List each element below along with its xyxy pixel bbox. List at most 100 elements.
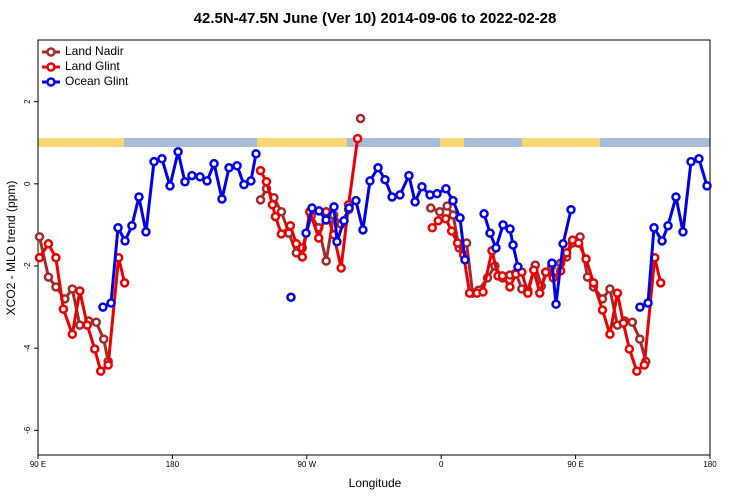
plot-frame <box>37 39 711 456</box>
data-point <box>261 177 272 187</box>
data-point <box>395 190 405 200</box>
data-point <box>671 192 681 202</box>
data-point <box>588 278 599 288</box>
data-point <box>224 163 234 173</box>
land-band <box>522 138 600 147</box>
data-point <box>180 177 190 187</box>
data-point <box>351 195 361 206</box>
data-point <box>276 207 287 217</box>
data-point <box>686 156 696 167</box>
land-band <box>257 138 347 147</box>
data-point <box>635 334 645 344</box>
data-point <box>380 174 390 185</box>
data-point <box>127 220 137 231</box>
data-point <box>95 366 106 376</box>
data-point <box>452 238 463 248</box>
data-point <box>446 226 457 236</box>
series <box>98 147 712 312</box>
data-point <box>157 153 167 164</box>
data-point <box>98 334 109 344</box>
data-point <box>106 298 116 308</box>
data-point <box>639 360 650 370</box>
data-point <box>297 252 308 262</box>
data-point <box>321 256 331 266</box>
x-tick-label: 90 E <box>567 460 583 469</box>
x-tick-label: 0 <box>439 460 444 469</box>
x-axis-label: Longitude <box>349 476 402 490</box>
data-point <box>498 220 508 230</box>
data-point <box>581 254 591 264</box>
x-tick-label: 180 <box>703 460 717 469</box>
x-tick-label: 90 W <box>297 460 316 469</box>
legend-marker <box>46 77 56 87</box>
data-point <box>442 201 452 211</box>
data-point <box>267 200 278 210</box>
data-point <box>433 216 443 226</box>
y-tick-label: -4 <box>23 344 32 352</box>
data-point <box>460 255 470 265</box>
chart-title: 42.5N-47.5N June (Ver 10) 2014-09-06 to … <box>194 10 557 27</box>
data-point <box>251 149 261 159</box>
data-point <box>605 329 615 339</box>
data-point <box>513 262 523 272</box>
data-point <box>365 176 375 186</box>
data-point <box>329 202 339 212</box>
data-point <box>505 282 515 292</box>
data-point <box>491 243 501 253</box>
y-tick-label: 0 <box>23 181 32 186</box>
legend-marker <box>46 47 56 57</box>
data-point <box>605 284 615 294</box>
data-point <box>119 278 130 288</box>
data-point <box>58 304 69 314</box>
data-point <box>313 233 324 243</box>
data-point <box>336 263 346 273</box>
data-point <box>427 223 437 233</box>
data-point <box>113 223 123 233</box>
data-point <box>434 207 445 217</box>
data-point <box>255 195 266 205</box>
data-point <box>612 288 623 298</box>
data-point <box>291 239 302 249</box>
data-point <box>485 228 495 238</box>
land-band <box>38 138 124 147</box>
data-point <box>134 192 144 202</box>
data-point <box>149 156 159 167</box>
data-point <box>195 172 205 182</box>
data-point <box>529 265 539 275</box>
legend-label: Land Nadir <box>65 44 124 58</box>
legend-label: Land Glint <box>65 59 120 73</box>
data-point <box>246 176 256 186</box>
data-point <box>34 232 45 242</box>
data-point <box>173 147 183 157</box>
data-point <box>120 236 130 246</box>
data-point <box>75 286 85 296</box>
data-point <box>561 248 572 258</box>
data-point <box>91 317 101 328</box>
data-point <box>352 133 363 144</box>
data-point <box>82 320 93 330</box>
data-point <box>67 329 78 339</box>
y-tick-label: -2 <box>23 262 32 270</box>
data-point <box>103 360 113 370</box>
legend-marker <box>46 62 56 72</box>
data-point <box>505 224 515 234</box>
data-point <box>663 220 673 231</box>
data-point <box>497 271 508 281</box>
data-point <box>209 158 219 169</box>
data-point <box>523 288 533 298</box>
legend-label: Ocean Glint <box>65 74 129 88</box>
series <box>34 133 666 376</box>
data-point <box>75 320 85 330</box>
data-point <box>655 278 666 288</box>
data-point <box>441 183 451 194</box>
data-point <box>547 258 557 268</box>
data-point <box>635 302 645 312</box>
data-point <box>314 206 324 216</box>
data-point <box>34 253 45 263</box>
data-point <box>702 181 712 191</box>
data-point <box>425 203 436 213</box>
data-point <box>217 194 227 204</box>
y-tick-label: 2 <box>23 99 32 104</box>
data-point <box>89 344 100 354</box>
